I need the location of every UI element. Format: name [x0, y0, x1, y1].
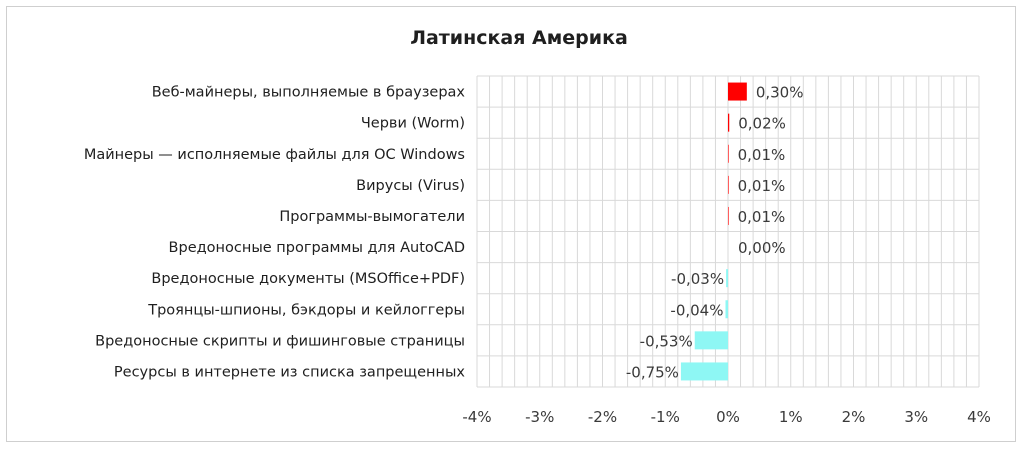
data-labels: 0,30% 0,02% 0,01% 0,01% 0,01% 0,00% -0,03% -0,0… — [626, 84, 804, 382]
x-tick-label: 1% — [779, 408, 803, 426]
bar — [728, 113, 730, 132]
bar — [728, 175, 729, 194]
data-label: -0,53% — [640, 332, 693, 350]
x-tick-label: 2% — [842, 408, 866, 426]
bar — [728, 144, 729, 163]
bar — [728, 206, 729, 225]
x-tick-label: -4% — [462, 408, 491, 426]
data-label: -0,03% — [671, 270, 724, 288]
category-label: Троянцы-шпионы, бэкдоры и кейлоггеры — [147, 302, 465, 318]
x-tick-label: 3% — [904, 408, 928, 426]
bar — [726, 269, 728, 288]
gridlines — [476, 75, 980, 388]
bar — [694, 331, 728, 350]
category-label: Вредоносные программы для AutoCAD — [169, 240, 465, 256]
bar — [680, 362, 728, 381]
x-tick-label: 4% — [967, 408, 991, 426]
chart-title: Латинская Америка — [410, 27, 628, 49]
data-label: 0,01% — [738, 177, 786, 195]
category-label: Программы-вымогатели — [279, 209, 465, 225]
x-tick-label: -2% — [588, 408, 617, 426]
category-label: Черви (Worm) — [361, 116, 465, 132]
x-tick-label: -1% — [651, 408, 680, 426]
bar — [728, 82, 747, 101]
chart-frame — [6, 6, 1016, 442]
data-label: -0,75% — [626, 363, 679, 381]
bars — [680, 82, 747, 381]
category-label: Ресурсы в интернете из списка запрещенны… — [114, 364, 465, 380]
category-labels: Веб-майнеры, выполняемые в браузерах Черв… — [84, 85, 466, 381]
data-label: 0,30% — [756, 84, 804, 102]
x-tick-labels: -4% -3% -2% -1% 0% 1% 2% 3% 4% — [462, 408, 991, 426]
category-label: Майнеры — исполняемые файлы для ОС Windo… — [84, 147, 465, 163]
data-label: 0,02% — [738, 115, 786, 133]
data-label: 0,01% — [738, 146, 786, 164]
data-label: 0,01% — [738, 208, 786, 226]
category-label: Вредоносные документы (MSOffice+PDF) — [151, 271, 465, 287]
category-label: Вредоносные скрипты и фишинговые страниц… — [95, 333, 465, 349]
data-label: -0,04% — [670, 301, 723, 319]
category-label: Веб-майнеры, выполняемые в браузерах — [152, 85, 466, 101]
category-label: Вирусы (Virus) — [356, 178, 465, 194]
x-tick-label: -3% — [525, 408, 554, 426]
bar — [725, 300, 728, 319]
data-label: 0,00% — [738, 239, 786, 257]
x-tick-label: 0% — [716, 408, 740, 426]
